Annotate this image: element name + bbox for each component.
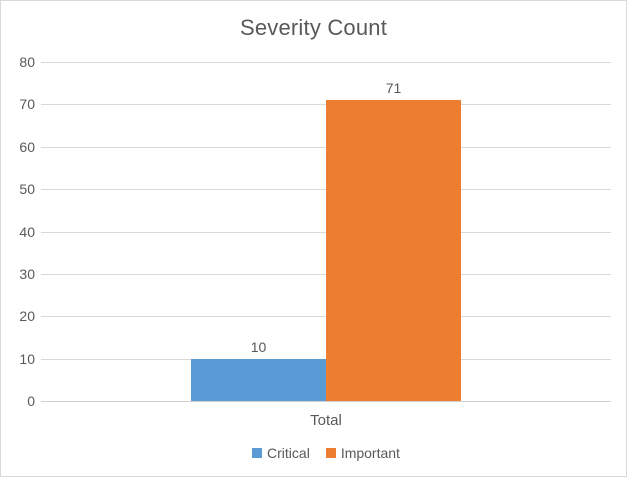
- legend: Critical Important: [41, 445, 611, 461]
- legend-swatch-important: [325, 448, 336, 458]
- y-tick-label: 20: [19, 308, 35, 325]
- x-axis-line: [41, 401, 611, 402]
- y-tick-label: 40: [19, 223, 35, 240]
- bar-value-label: 10: [250, 338, 267, 355]
- bar-value-label: 71: [385, 80, 402, 97]
- gridline: [41, 62, 611, 63]
- x-category-label: Total: [310, 412, 342, 429]
- y-tick-label: 10: [19, 350, 35, 367]
- y-tick-label: 30: [19, 265, 35, 282]
- bar-group: 10 71: [41, 62, 611, 401]
- y-tick-label: 50: [19, 181, 35, 198]
- y-tick-label: 60: [19, 138, 35, 155]
- y-tick-label: 70: [19, 96, 35, 113]
- bar-important[interactable]: 71: [326, 81, 461, 401]
- chart-title: Severity Count: [239, 15, 388, 40]
- bar-critical[interactable]: 10: [191, 340, 326, 401]
- plot-area: 10 71: [41, 62, 611, 402]
- legend-swatch-critical: [252, 448, 263, 458]
- legend-label: Critical: [267, 445, 310, 461]
- y-tick-label: 80: [19, 54, 35, 70]
- legend-item-important[interactable]: Important: [325, 445, 400, 461]
- legend-item-critical[interactable]: Critical: [252, 445, 310, 461]
- y-tick-label: 0: [27, 393, 35, 409]
- legend-label: Important: [340, 445, 400, 461]
